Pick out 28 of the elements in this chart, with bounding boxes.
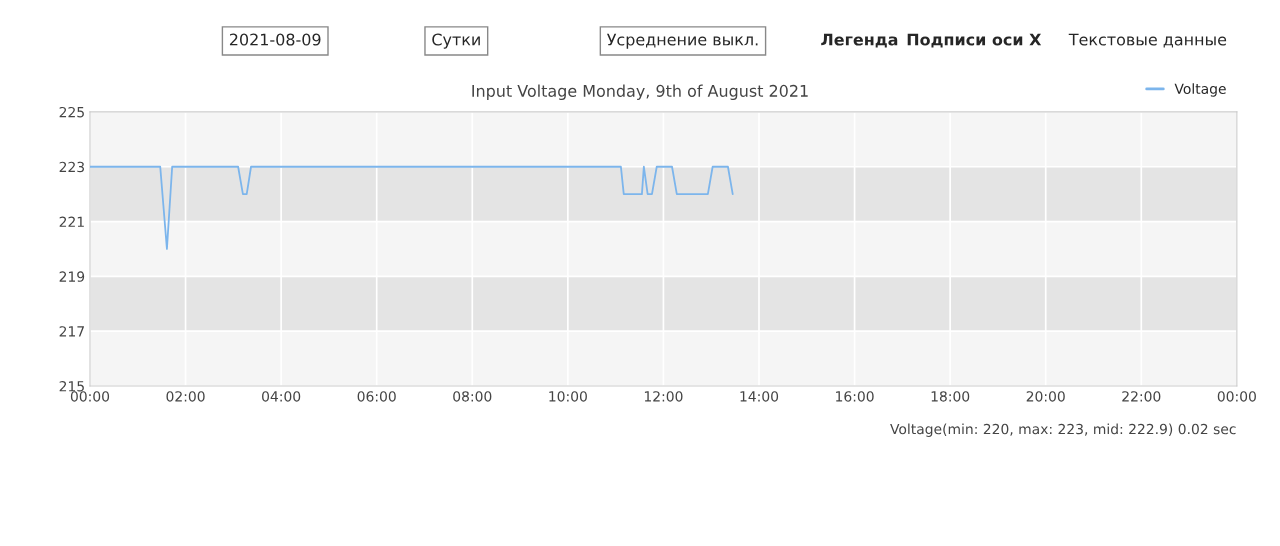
x-tick-label: 18:00 — [931, 391, 970, 402]
x-tick-label: 06:00 — [357, 391, 396, 402]
text: 2021-08-09 — [229, 33, 321, 46]
y-tick-label: 225 — [59, 106, 84, 118]
x-tick-label: 00:00 — [1217, 391, 1256, 402]
text: Сутки — [432, 33, 480, 49]
x-tick-label: 14:00 — [740, 391, 779, 402]
y-tick-label: 223 — [59, 161, 85, 173]
chart-title: Input Voltage Monday, 9th of August 2021 — [472, 84, 808, 100]
x-tick-label: 20:00 — [1026, 391, 1065, 402]
text: Подписи оси X — [907, 33, 1042, 48]
text: Текстовые данные — [1068, 33, 1227, 48]
y-tick-label: 215 — [59, 380, 84, 392]
x-tick-label: 00:00 — [70, 391, 110, 402]
y-tick-label: 221 — [59, 216, 84, 227]
text: Легенда — [821, 33, 898, 48]
text: Voltage(min: 220, max: 223, mid: 222.9) 0.02 sec — [890, 423, 1236, 437]
x-tick-label: 04:00 — [262, 391, 301, 402]
x-tick-label: 08:00 — [453, 391, 492, 402]
y-tick-label: 217 — [59, 326, 84, 337]
x-tick-label: 12:00 — [644, 391, 683, 402]
text: Усреднение выкл. — [606, 33, 758, 49]
legend-label: Voltage — [1174, 83, 1226, 97]
x-tick-label: 02:00 — [166, 391, 205, 402]
x-tick-label: 10:00 — [549, 391, 587, 402]
x-tick-label: 16:00 — [836, 391, 874, 402]
y-tick-label: 219 — [59, 271, 85, 282]
x-tick-label: 22:00 — [1122, 391, 1161, 402]
